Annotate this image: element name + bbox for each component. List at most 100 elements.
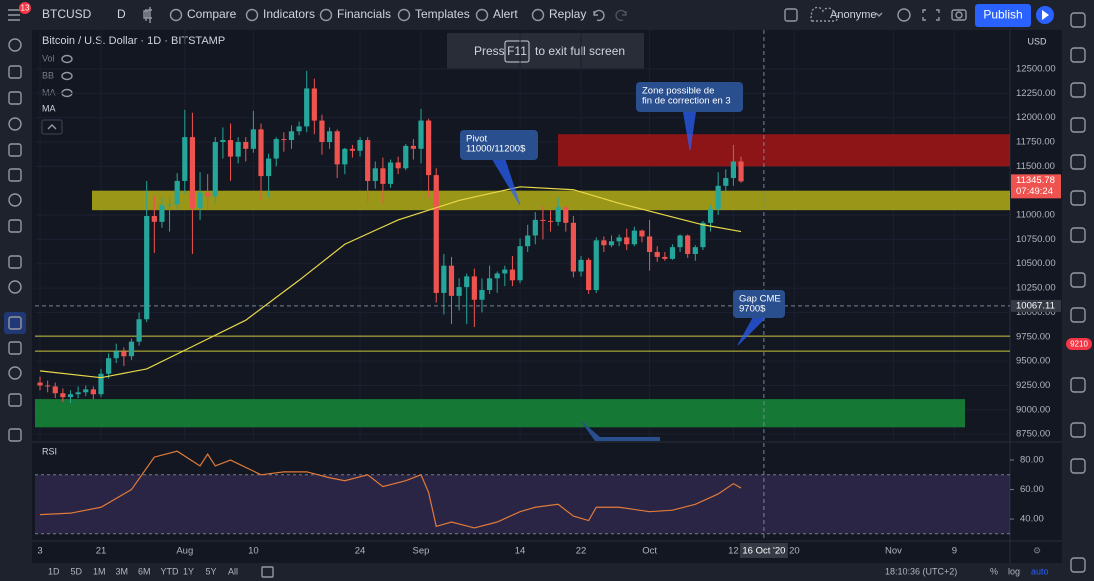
- candle-body: [471, 276, 477, 300]
- candle-body: [174, 180, 180, 205]
- settings-button[interactable]: [897, 8, 911, 22]
- sidebar-button[interactable]: [1070, 12, 1086, 28]
- sidebar-button[interactable]: [1070, 307, 1086, 323]
- y-tick-label: 9500.00: [1016, 356, 1050, 367]
- candle-body: [426, 120, 432, 176]
- interval[interactable]: D: [117, 7, 126, 21]
- crosshair-price: 10067.11: [1016, 300, 1055, 311]
- redo-button[interactable]: [615, 9, 627, 22]
- sidebar-button[interactable]: [1070, 458, 1086, 474]
- range-button[interactable]: YTD: [161, 566, 180, 576]
- symbol[interactable]: BTCUSD: [42, 7, 92, 21]
- tool-button[interactable]: [8, 143, 22, 157]
- date-range-button[interactable]: [261, 566, 274, 578]
- tool-button[interactable]: [8, 316, 22, 330]
- range-button[interactable]: 1M: [93, 566, 106, 576]
- candle-body: [144, 216, 150, 320]
- tool-button[interactable]: [8, 280, 22, 294]
- callout-pointer: [737, 317, 766, 346]
- rsi-title: RSI: [42, 446, 57, 456]
- publish-button[interactable]: [975, 4, 1031, 27]
- sidebar-button[interactable]: [1070, 190, 1086, 206]
- range-button[interactable]: 5Y: [206, 566, 217, 576]
- price-pane: [35, 30, 1010, 440]
- toolbar-icon: [245, 8, 259, 22]
- toolbar-button[interactable]: Indicators: [263, 7, 315, 21]
- scale-option[interactable]: %: [990, 566, 998, 576]
- range-button[interactable]: 5D: [71, 566, 83, 576]
- visibility-icon[interactable]: [61, 54, 73, 64]
- x-tick-label: Sep: [413, 546, 430, 557]
- range-button[interactable]: 1D: [48, 566, 60, 576]
- toolbar-button[interactable]: Alert: [493, 7, 518, 21]
- candle-body: [113, 351, 119, 359]
- tool-button[interactable]: [8, 193, 22, 207]
- range-button[interactable]: 6M: [138, 566, 151, 576]
- tool-button[interactable]: [8, 219, 22, 233]
- chart-title: Bitcoin / U.S. Dollar · 1D · BITSTAMP: [42, 35, 225, 47]
- tool-button[interactable]: [8, 65, 22, 79]
- range-button[interactable]: 1Y: [183, 566, 194, 576]
- x-tick-label: 10: [248, 546, 259, 557]
- rsi-tick-label: 80.00: [1020, 455, 1044, 466]
- axis-settings[interactable]: ⚙: [1033, 545, 1041, 555]
- candle-body: [128, 341, 135, 357]
- chart-style-button[interactable]: [143, 7, 152, 23]
- fullscreen-button[interactable]: [922, 9, 940, 21]
- candle-body: [288, 131, 295, 141]
- candle-body: [349, 148, 356, 151]
- callout-pointer: [580, 420, 660, 441]
- sidebar-button[interactable]: [1070, 117, 1086, 133]
- candle-body: [380, 168, 386, 184]
- snapshot-button[interactable]: [951, 9, 967, 21]
- candle-body: [441, 265, 447, 293]
- scale-option[interactable]: auto: [1031, 566, 1049, 576]
- tool-button[interactable]: [8, 168, 22, 182]
- tool-button[interactable]: [8, 428, 22, 442]
- account[interactable]: Anonyme: [830, 9, 876, 21]
- candle-body: [563, 207, 569, 223]
- tool-button[interactable]: [8, 393, 22, 407]
- undo-button[interactable]: [593, 9, 605, 22]
- scale-option[interactable]: log: [1008, 566, 1020, 576]
- menu-button[interactable]: [8, 9, 20, 21]
- candle-body: [67, 394, 74, 398]
- tool-button[interactable]: [8, 38, 22, 52]
- sidebar-button[interactable]: [1070, 377, 1086, 393]
- range-button[interactable]: All: [228, 566, 238, 576]
- candle-body: [266, 158, 272, 177]
- sidebar-button[interactable]: [1070, 227, 1086, 243]
- toolbar-button[interactable]: Templates: [415, 7, 470, 21]
- layout-button[interactable]: [784, 8, 798, 22]
- sidebar-button[interactable]: [1070, 422, 1086, 438]
- sidebar-button[interactable]: [1070, 82, 1086, 98]
- sidebar-button[interactable]: [1070, 557, 1086, 573]
- toolbar-button[interactable]: Compare: [187, 7, 237, 21]
- publish-label: Publish: [983, 8, 1022, 22]
- candle-body: [45, 385, 51, 387]
- x-tick-label: Oct: [642, 546, 657, 557]
- sidebar-button[interactable]: [1070, 154, 1086, 170]
- tool-button[interactable]: [8, 117, 22, 131]
- collapse-button[interactable]: [41, 119, 63, 135]
- toolbar-button[interactable]: Financials: [337, 7, 391, 21]
- y-tick-label: 12500.00: [1016, 63, 1056, 74]
- bottom-bar: [32, 563, 1062, 581]
- tool-button[interactable]: [8, 341, 22, 355]
- range-button[interactable]: 3M: [116, 566, 129, 576]
- sidebar-button[interactable]: [1070, 272, 1086, 288]
- candle-body: [486, 278, 493, 291]
- rsi-tick-label: 60.00: [1020, 484, 1044, 495]
- candle-body: [410, 145, 416, 149]
- candle-body: [182, 137, 188, 181]
- toolbar-button[interactable]: Replay: [549, 7, 586, 21]
- visibility-icon[interactable]: [61, 71, 73, 81]
- sidebar-button[interactable]: [1070, 47, 1086, 63]
- tool-button[interactable]: [8, 255, 22, 269]
- y-tick-label: 9000.00: [1016, 404, 1050, 415]
- tool-button[interactable]: [8, 366, 22, 380]
- x-tick-label: 12: [728, 546, 739, 557]
- y-tick-label: 10750.00: [1016, 234, 1056, 245]
- tool-button[interactable]: [8, 91, 22, 105]
